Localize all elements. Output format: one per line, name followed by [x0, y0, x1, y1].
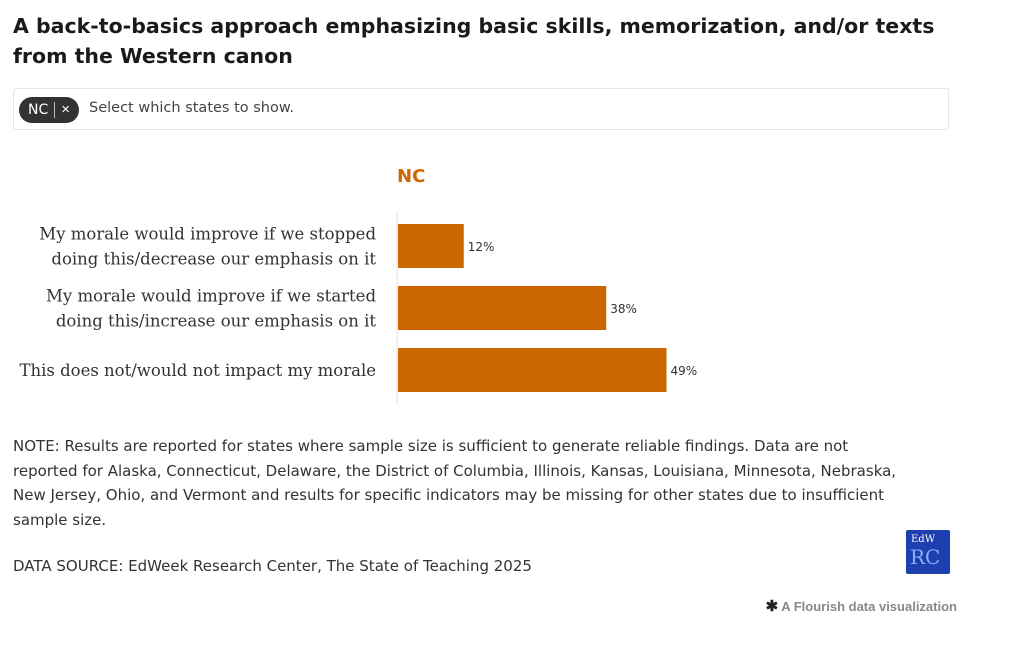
bar-3[interactable] — [398, 348, 667, 392]
chart-title: A back-to-basics approach emphasizing ba… — [13, 14, 935, 68]
logo-text-top: EdW — [911, 534, 935, 545]
data-source: DATA SOURCE: EdWeek Research Center, The… — [13, 557, 532, 575]
state-filter[interactable]: NC × Select which states to show. — [13, 88, 949, 130]
state-filter-placeholder[interactable]: Select which states to show. — [89, 100, 295, 116]
category-label-2: My morale would improve if we started doi… — [46, 287, 376, 331]
category-label-line: doing this/increase our emphasis on it — [56, 312, 377, 331]
category-label-line: My morale would improve if we started — [46, 287, 376, 306]
category-label-line: This does not/would not impact my morale — [19, 361, 376, 380]
category-label-line: doing this/decrease our emphasis on it — [51, 250, 376, 269]
bar-value-label-2: 38% — [610, 302, 637, 316]
bar-value-label-1: 12% — [468, 240, 495, 254]
state-chip-label: NC — [28, 102, 49, 118]
category-label-3: This does not/would not impact my morale — [19, 361, 376, 380]
logo-text-bottom: RC — [910, 545, 941, 569]
category-label-line: My morale would improve if we stopped — [39, 225, 376, 244]
flourish-credit-link[interactable]: ✱ A Flourish data visualization — [766, 597, 957, 615]
flourish-credit-text: A Flourish data visualization — [781, 598, 957, 614]
note-text: NOTE: Results are reported for states wh… — [13, 437, 897, 529]
edweek-rc-logo[interactable]: EdW RC — [906, 530, 950, 574]
bar-chart: NC 12% My morale would improve if we stopp… — [19, 166, 698, 405]
close-icon[interactable]: × — [61, 101, 71, 118]
flourish-asterisk-icon: ✱ — [765, 598, 779, 615]
bar-1[interactable] — [398, 224, 464, 268]
chart-subtitle-state: NC — [397, 166, 425, 187]
bar-2[interactable] — [398, 286, 607, 330]
bar-value-label-3: 49% — [671, 364, 698, 378]
chip-divider — [54, 102, 56, 118]
state-chip-nc[interactable]: NC × — [19, 97, 79, 123]
category-label-1: My morale would improve if we stopped doi… — [39, 225, 376, 269]
